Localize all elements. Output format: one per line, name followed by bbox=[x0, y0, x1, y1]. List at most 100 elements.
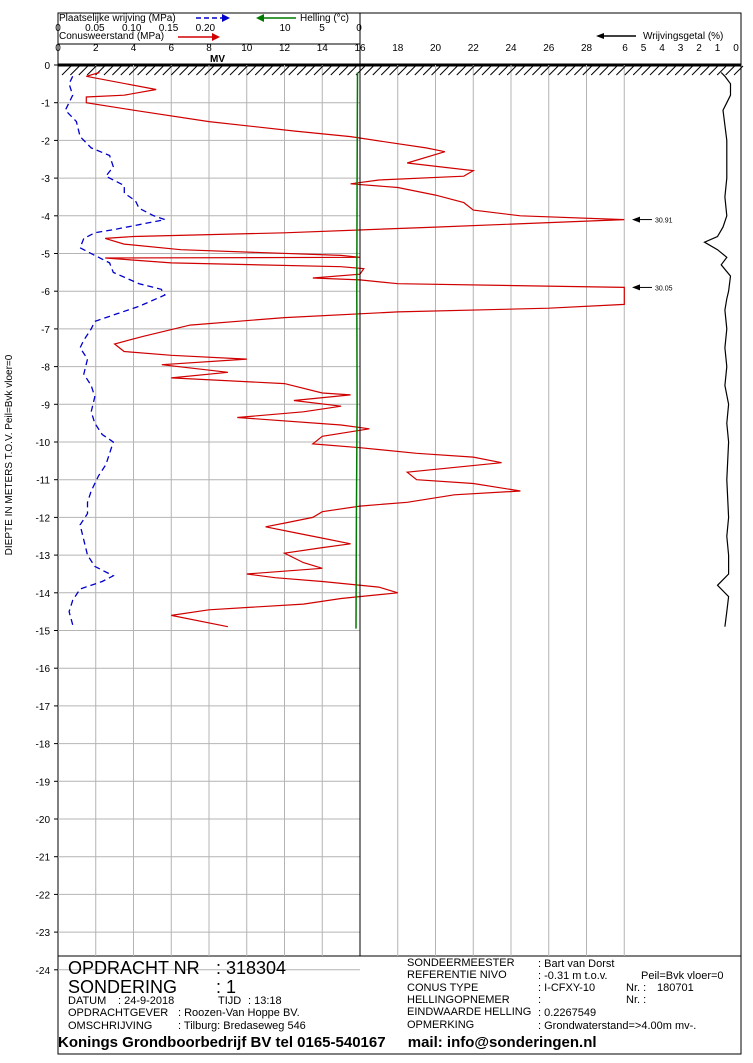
cone-tick-label: 20 bbox=[430, 43, 442, 54]
depth-tick-label: -10 bbox=[36, 438, 51, 449]
chart-series bbox=[64, 65, 732, 629]
depth-tick-label: -21 bbox=[36, 853, 51, 864]
depth-tick-label: -1 bbox=[41, 99, 50, 110]
conus-value: : I-CFXY-10 bbox=[538, 982, 596, 994]
depth-tick-label: -8 bbox=[41, 363, 50, 374]
company-text: Konings Grondboorbedrijf BV tel 0165-540… bbox=[58, 1034, 386, 1051]
hatch-line bbox=[305, 65, 315, 76]
hatch-line bbox=[649, 65, 660, 76]
sondeermeester-label: SONDEERMEESTER bbox=[407, 957, 515, 969]
omschrijving-value: : Tilburg: Bredaseweg 546 bbox=[178, 1020, 306, 1032]
hatch-line bbox=[170, 65, 181, 76]
hatch-line bbox=[86, 65, 97, 76]
depth-tick-label: -24 bbox=[36, 966, 51, 977]
hatch-line bbox=[204, 65, 215, 76]
cone-tick-label: 4 bbox=[131, 43, 137, 54]
helling-value: : bbox=[538, 994, 542, 1006]
hatch-line bbox=[565, 65, 576, 76]
depth-tick-label: -6 bbox=[41, 287, 50, 298]
hatch-line bbox=[120, 65, 131, 76]
chart-labels: 0 -1 -2 -3 -4 -5 -6 -7 -8 -9 -10 -11 -12 -13 -14 -15 -16… bbox=[4, 13, 739, 977]
depth-tick-label: -16 bbox=[36, 664, 51, 675]
hatch-line bbox=[599, 65, 609, 76]
ratio-tick-label: 2 bbox=[696, 43, 702, 54]
incl-legend-arrow bbox=[256, 14, 264, 22]
ratio-tick-label: 1 bbox=[715, 43, 721, 54]
cone-resistance-line bbox=[85, 71, 625, 628]
depth-tick-label: -17 bbox=[36, 702, 51, 713]
hatch-line bbox=[330, 65, 341, 76]
peak-label: 30.05 bbox=[655, 285, 673, 292]
depth-tick-label: -18 bbox=[36, 740, 51, 751]
hatch-line bbox=[700, 65, 710, 76]
hatch-line bbox=[61, 65, 72, 76]
hatch-line bbox=[364, 65, 374, 76]
referentie-value: : -0.31 m t.o.v. bbox=[538, 970, 608, 982]
depth-tick-label: -14 bbox=[36, 589, 51, 600]
peak-arrow-head bbox=[632, 284, 640, 291]
hatch-line bbox=[313, 65, 324, 76]
depth-tick-label: -7 bbox=[41, 325, 50, 336]
ratio-tick-label: 6 bbox=[622, 43, 628, 54]
friction-axis-label: Plaatselijke wrijving (MPa) bbox=[59, 13, 176, 24]
hatch-line bbox=[196, 65, 206, 76]
mv-label: MV bbox=[210, 54, 225, 65]
friction-tick-label: 0.15 bbox=[159, 23, 179, 34]
cone-legend-arrow bbox=[212, 33, 220, 41]
hatch-line bbox=[439, 65, 450, 76]
hatch-line bbox=[229, 65, 240, 76]
hatch-line bbox=[296, 65, 307, 76]
referentie-label: REFERENTIE NIVO bbox=[407, 969, 507, 981]
depth-tick-label: -20 bbox=[36, 815, 51, 826]
incl-tick-label: 0 bbox=[356, 23, 362, 34]
hatch-line bbox=[708, 65, 719, 76]
eind-label: EINDWAARDE HELLING bbox=[407, 1006, 532, 1018]
hatch-line bbox=[254, 65, 265, 76]
chart-grid bbox=[54, 12, 742, 1055]
depth-tick-label: -11 bbox=[36, 476, 50, 487]
friction-tick-label: 0.20 bbox=[196, 23, 216, 34]
cone-tick-label: 24 bbox=[505, 43, 517, 54]
friction-legend-arrow bbox=[222, 14, 230, 22]
sondeermeester-value: : Bart van Dorst bbox=[538, 958, 615, 970]
depth-tick-label: -15 bbox=[36, 627, 51, 638]
hatch-line bbox=[523, 65, 534, 76]
cone-tick-label: 2 bbox=[93, 43, 99, 54]
hatch-line bbox=[557, 65, 567, 76]
outer-frame bbox=[57, 12, 742, 1055]
opdracht-value: : 318304 bbox=[216, 958, 287, 978]
incl-axis-label: Helling (°c) bbox=[300, 13, 349, 24]
hatch-line bbox=[616, 65, 626, 76]
hatch-line bbox=[590, 65, 601, 76]
friction-tick-label: 0.10 bbox=[122, 23, 142, 34]
hatch-line bbox=[716, 65, 727, 76]
mail-text: mail: info@sonderingen.nl bbox=[407, 1034, 597, 1051]
hatch-line bbox=[221, 65, 231, 76]
ratio-tick-label: 4 bbox=[659, 43, 665, 54]
hatch-line bbox=[78, 65, 89, 76]
hatch-line bbox=[187, 65, 198, 76]
ratio-axis-label: Wrijvingsgetal (%) bbox=[643, 31, 723, 42]
hatch-line bbox=[641, 65, 651, 76]
depth-tick-label: -19 bbox=[36, 777, 51, 788]
hatch-line bbox=[632, 65, 643, 76]
eind-value: : 0.2267549 bbox=[538, 1007, 597, 1019]
hatch-line bbox=[179, 65, 189, 76]
hatch-line bbox=[422, 65, 433, 76]
depth-tick-label: -23 bbox=[36, 928, 51, 939]
peil-value: Peil=Bvk vloer=0 bbox=[641, 970, 724, 982]
sondering-value: : 1 bbox=[216, 977, 237, 997]
hatch-line bbox=[548, 65, 559, 76]
nr1-value: 180701 bbox=[657, 982, 694, 994]
hatch-line bbox=[103, 65, 114, 76]
ratio-tick-label: 3 bbox=[678, 43, 684, 54]
cone-tick-label: 12 bbox=[279, 43, 291, 54]
hatch-line bbox=[691, 65, 702, 76]
peak-arrow-head bbox=[632, 216, 640, 223]
hatch-line bbox=[481, 65, 492, 76]
depth-tick-label: -2 bbox=[41, 136, 50, 147]
cone-axis-label: Conusweerstand (MPa) bbox=[59, 31, 164, 42]
ratio-legend-arrow bbox=[596, 33, 604, 39]
surface-hatch bbox=[61, 65, 744, 76]
